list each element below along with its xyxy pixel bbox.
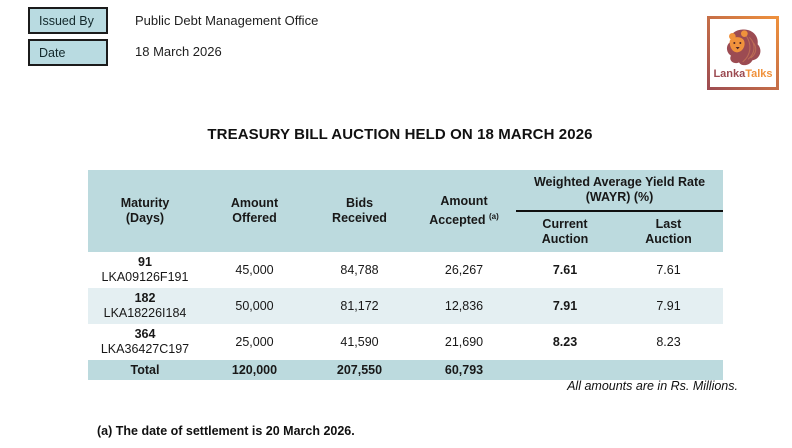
lankatalks-logo-inner: LankaTalks <box>710 19 776 87</box>
maturity-cell: 91 LKA09126F191 <box>88 252 202 288</box>
table-row-91: 91 LKA09126F191 45,000 84,788 26,267 7.6… <box>88 252 723 288</box>
logo-wordmark: LankaTalks <box>713 67 773 80</box>
settlement-footnote: (a) The date of settlement is 20 March 2… <box>97 424 355 438</box>
current-auction-wayr-cell: 8.23 <box>552 335 578 349</box>
total-amount-offered: 120,000 <box>202 360 307 380</box>
last-auction-wayr-cell: 7.61 <box>656 263 681 277</box>
current-auction-wayr-cell: 7.91 <box>516 288 614 324</box>
page-title: TREASURY BILL AUCTION HELD ON 18 MARCH 2… <box>207 126 593 143</box>
total-amount-accepted: 60,793 <box>412 360 516 380</box>
last-auction-wayr-cell: 8.23 <box>656 335 681 349</box>
current-auction-wayr-cell: 7.61 <box>552 263 578 277</box>
col-header-amount-offered: Amount Offered <box>202 170 307 252</box>
footnote-marker: (a) <box>488 211 499 221</box>
date-label: Date <box>39 45 66 60</box>
date-label-box: Date <box>28 39 108 66</box>
bids-received-cell: 81,172 <box>307 288 412 324</box>
col-header-wayr: Weighted Average Yield Rate (WAYR) (%) <box>516 170 723 212</box>
col-header-last-auction: Last Auction <box>614 211 723 252</box>
amount-accepted-cell: 21,690 <box>444 335 484 349</box>
amount-offered-cell: 50,000 <box>202 288 307 324</box>
issued-by-label: Issued By <box>39 13 94 28</box>
lankatalks-logo: LankaTalks <box>707 16 779 90</box>
col-header-maturity: Maturity (Days) <box>88 170 202 252</box>
isin-code: LKA09126F191 <box>101 270 189 284</box>
amounts-unit-note: All amounts are in Rs. Millions. <box>567 379 738 393</box>
total-empty-current <box>516 360 614 380</box>
table-total-row: Total 120,000 207,550 60,793 <box>88 360 723 380</box>
col-header-amount-accepted: Amount Accepted (a) <box>412 170 516 252</box>
bids-received-cell: 84,788 <box>340 263 379 277</box>
table-row-182: 182 LKA18226I184 50,000 81,172 12,836 7.… <box>88 288 723 324</box>
amount-offered-cell: 45,000 <box>235 263 274 277</box>
date-value: 18 March 2026 <box>135 44 222 59</box>
amount-offered-cell: 25,000 <box>235 335 274 349</box>
maturity-cell: 182 LKA18226I184 <box>88 288 202 324</box>
table-row-364: 364 LKA36427C197 25,000 41,590 21,690 8.… <box>88 324 723 360</box>
lion-icon <box>727 29 761 65</box>
issued-by-label-box: Issued By <box>28 7 108 34</box>
col-header-current-auction: Current Auction <box>516 211 614 252</box>
total-label: Total <box>88 360 202 380</box>
total-empty-last <box>614 360 723 380</box>
total-bids-received: 207,550 <box>307 360 412 380</box>
amount-accepted-cell: 12,836 <box>412 288 516 324</box>
maturity-days: 182 <box>134 291 156 305</box>
bids-received-cell: 41,590 <box>340 335 379 349</box>
issued-by-value: Public Debt Management Office <box>135 13 319 28</box>
isin-code: LKA36427C197 <box>100 342 190 356</box>
isin-code: LKA18226I184 <box>103 306 187 320</box>
auction-results-table: Maturity (Days) Amount Offered Bids Rece… <box>88 170 723 380</box>
maturity-days: 91 <box>138 255 152 269</box>
col-header-bids-received: Bids Received <box>307 170 412 252</box>
maturity-days: 364 <box>134 327 156 341</box>
last-auction-wayr-cell: 7.91 <box>614 288 723 324</box>
amount-accepted-cell: 26,267 <box>444 263 484 277</box>
maturity-cell: 364 LKA36427C197 <box>88 324 202 360</box>
